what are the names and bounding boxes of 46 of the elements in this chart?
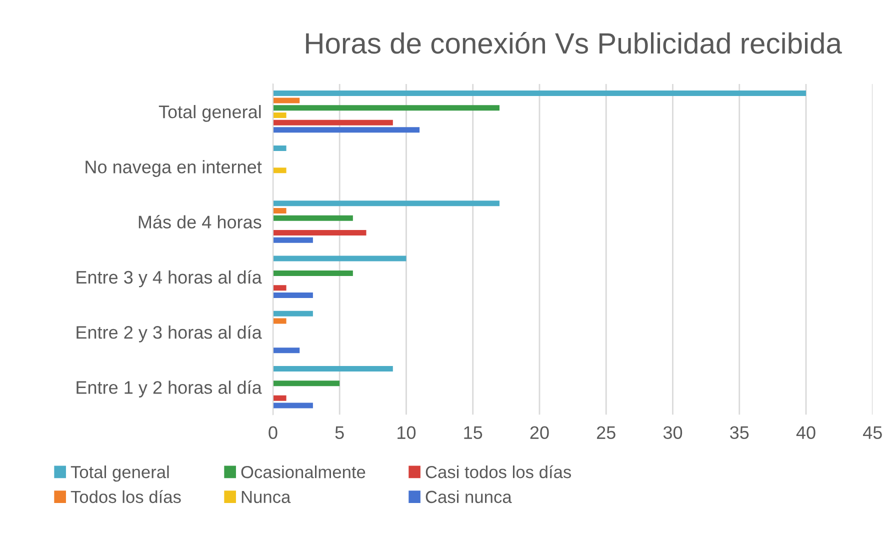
x-tick-label: 40	[796, 426, 816, 440]
x-tick-label: 35	[730, 426, 749, 440]
bar	[272, 208, 286, 214]
bar	[272, 112, 286, 118]
bar	[272, 146, 286, 152]
bar	[272, 90, 806, 96]
bar	[272, 310, 313, 316]
bar	[272, 256, 406, 262]
bar	[272, 230, 366, 236]
x-tick-label: 30	[663, 426, 682, 440]
bar	[272, 348, 300, 354]
x-tick-label: 5	[335, 426, 344, 440]
bar	[272, 318, 286, 324]
legend-label: Casi todos los días	[426, 465, 572, 478]
x-tick-label: 25	[596, 426, 616, 440]
legend-label: Todos los días	[70, 490, 181, 504]
x-tick-label: 45	[863, 426, 882, 440]
x-tick-label: 15	[464, 426, 482, 440]
bar	[272, 215, 353, 221]
chart-title: Horas de conexión Vs Publicidad recibida	[306, 32, 842, 54]
bar	[272, 127, 420, 133]
bar	[272, 120, 393, 126]
x-tick-label: 10	[398, 426, 416, 440]
bar	[272, 270, 353, 276]
bar	[272, 402, 313, 408]
x-tick-label: 0	[268, 426, 278, 440]
y-tick-label: Más de 4 horas	[138, 215, 262, 228]
bar	[272, 292, 313, 298]
bar	[272, 98, 300, 104]
y-tick-label: No navega en internet	[86, 160, 262, 177]
x-tick-label: 20	[530, 426, 549, 440]
bar	[272, 395, 286, 401]
bar	[272, 105, 500, 111]
y-tick-label: Entre 3 y 4 horas al día	[76, 270, 262, 288]
y-tick-label: Total general	[158, 105, 261, 122]
bar	[272, 200, 500, 206]
legend-label: Casi nunca	[426, 490, 512, 504]
legend-label: Ocasionalmente	[241, 465, 366, 478]
bar	[272, 285, 286, 291]
bar	[272, 366, 393, 372]
y-tick-label: Entre 2 y 3 horas al día	[76, 325, 262, 342]
bar	[272, 237, 313, 243]
bar	[272, 168, 286, 174]
bar	[272, 380, 340, 386]
legend-label: Nunca	[242, 490, 291, 504]
y-tick-label: Entre 1 y 2 horas al día	[76, 380, 262, 398]
